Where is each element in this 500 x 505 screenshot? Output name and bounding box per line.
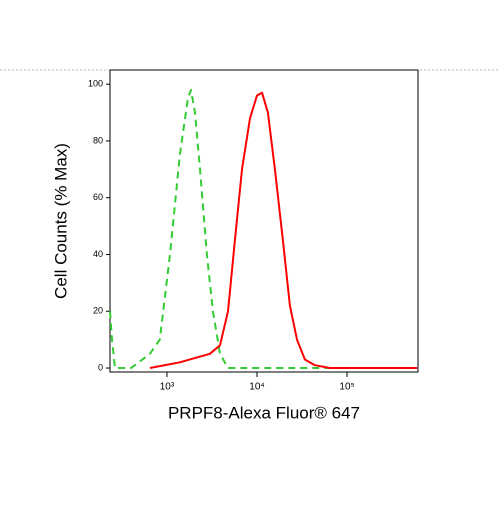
y-tick-label: 100 (88, 79, 103, 89)
y-tick-label: 20 (93, 306, 103, 316)
plot-frame (109, 69, 419, 373)
y-axis-label: Cell Counts (% Max) (51, 143, 70, 299)
y-tick-label: 40 (93, 249, 103, 259)
series-line (109, 88, 418, 369)
series-line (149, 91, 418, 369)
y-tick-label: 80 (93, 135, 103, 145)
x-tick-label: 10⁵ (339, 382, 354, 393)
x-tick-label: 10⁴ (249, 382, 264, 393)
y-tick-label: 60 (93, 192, 103, 202)
x-axis-label: PRPF8-Alexa Fluor® 647 (168, 403, 360, 422)
y-tick-label: 0 (98, 362, 103, 372)
x-tick-label: 10³ (160, 382, 175, 393)
